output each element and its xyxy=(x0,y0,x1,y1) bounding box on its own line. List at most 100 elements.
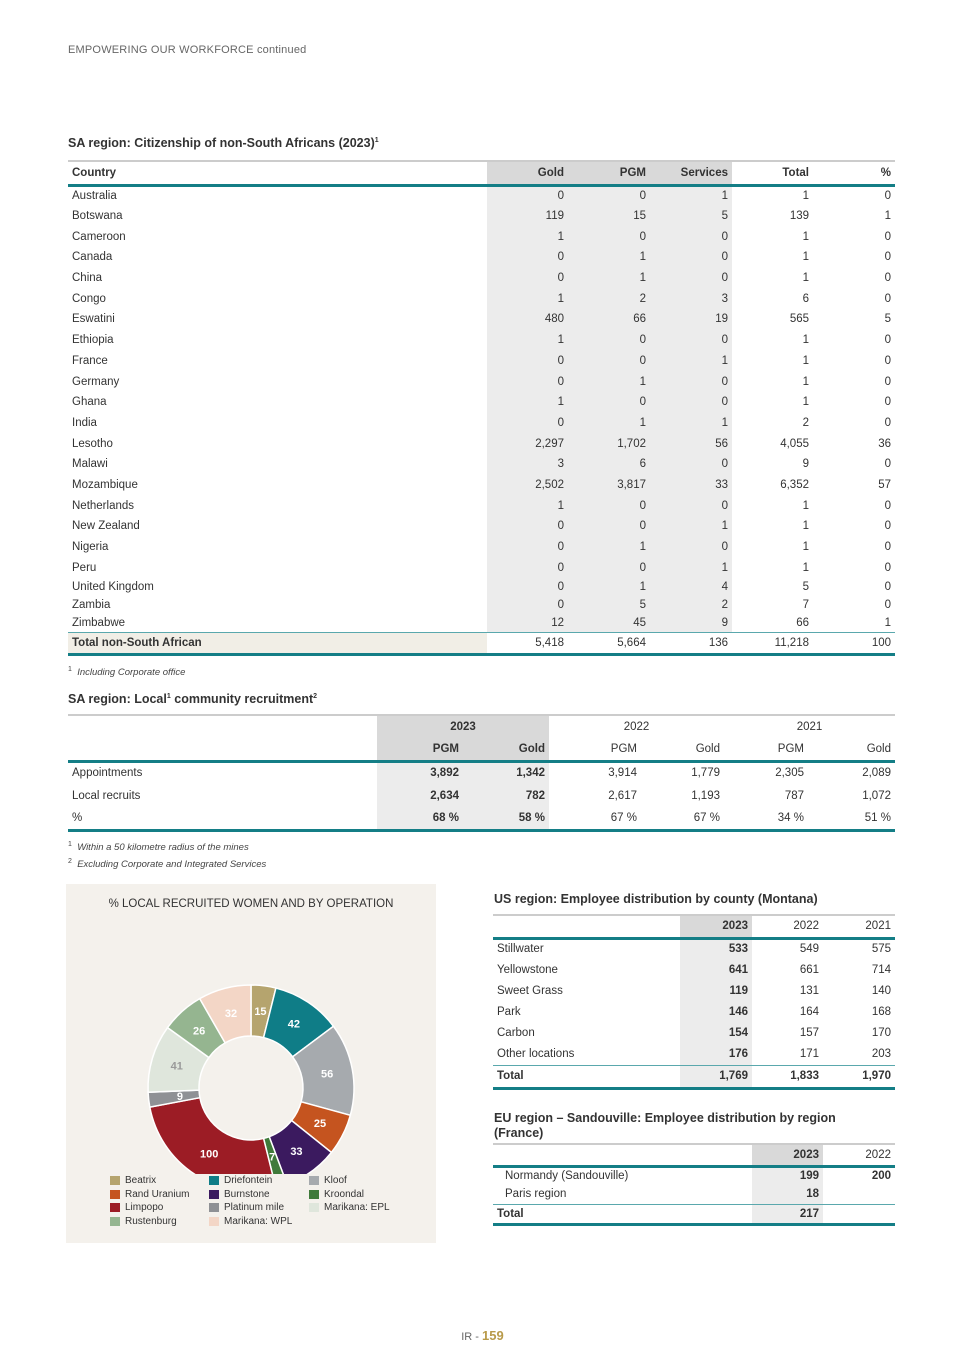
cell-value: 1,342 xyxy=(463,761,549,784)
table-row: Australia 0 0 1 1 0 xyxy=(68,185,895,206)
cell-value: 714 xyxy=(871,963,891,976)
legend-item: Beatrix xyxy=(110,1174,209,1188)
cell-value: 36 xyxy=(878,437,891,450)
cell-value: 2,634 xyxy=(377,784,463,807)
row-label: Normandy (Sandouville) xyxy=(505,1170,629,1183)
legend-item: Kloof xyxy=(309,1174,409,1188)
us-title: US region: Employee distribution by coun… xyxy=(494,892,818,906)
cell-value: 0 xyxy=(650,329,732,351)
cell-value: 575 xyxy=(871,943,891,956)
table-row: Cameroon 1 0 0 1 0 xyxy=(68,226,895,248)
column-header: 2022 xyxy=(793,920,819,933)
total-row: Total non-South African 5,418 5,664 136 11,2… xyxy=(68,632,895,655)
footnote-text: Within a 50 kilometre radius of the mine… xyxy=(77,842,249,854)
country-name: Zambia xyxy=(72,599,111,612)
cell-value: 1 xyxy=(568,578,650,597)
country-name: China xyxy=(72,272,103,285)
total-value: 1,769 xyxy=(680,1065,752,1089)
footnote-num: 2 xyxy=(68,858,72,865)
data-label: 26 xyxy=(193,1025,205,1037)
cell-value: 0 xyxy=(884,230,891,243)
donut-slice-marikana-wpl xyxy=(198,984,252,1044)
cell-value: 1 xyxy=(802,354,809,367)
cell-value: 176 xyxy=(680,1043,752,1066)
cell-value: 0 xyxy=(650,536,732,558)
cell-value: 0 xyxy=(487,516,568,537)
legend-swatch xyxy=(209,1203,219,1213)
cell-value: 1 xyxy=(802,334,809,347)
local-footnote-2: 2 Excluding Corporate and Integrated Ser… xyxy=(68,858,266,870)
donut-slice-burnstone xyxy=(268,1119,333,1174)
cell-value: 0 xyxy=(884,416,891,429)
table-row: Canada 0 1 0 1 0 xyxy=(68,247,895,268)
legend-swatch xyxy=(309,1189,319,1199)
cell-value: 3,914 xyxy=(608,767,637,780)
cell-value: 15 xyxy=(568,205,650,227)
total-label: Total xyxy=(497,1207,524,1220)
cell-value: 1 xyxy=(802,499,809,512)
cell-value: 56 xyxy=(650,433,732,454)
cell-value: 0 xyxy=(650,226,732,248)
total-row: Total 217 xyxy=(493,1204,895,1224)
legend-item: Rustenburg xyxy=(110,1215,209,1229)
table-row: Zambia 0 5 2 7 0 xyxy=(68,596,895,615)
data-label: 7 xyxy=(269,1151,275,1163)
legend-item: Marikana: WPL xyxy=(209,1215,309,1229)
row-label: Sweet Grass xyxy=(497,984,563,997)
title-text: community recruitment xyxy=(170,692,314,706)
row-label: Paris region xyxy=(505,1188,567,1201)
table-row: United Kingdom 0 1 4 5 0 xyxy=(68,578,895,597)
cell-value: 9 xyxy=(802,458,809,471)
country-name: Lesotho xyxy=(72,437,113,450)
donut-chart: 15 42 56 25 33 7 100 9 41 26 32 xyxy=(147,984,355,1174)
cell-value: 2 xyxy=(802,416,809,429)
cell-value: 0 xyxy=(568,557,650,579)
country-name: Malawi xyxy=(72,458,108,471)
cell-value: 1 xyxy=(487,495,568,516)
cell-value: 12 xyxy=(487,614,568,633)
table-row: Sweet Grass 119 131 140 xyxy=(493,980,895,1002)
cell-value: 0 xyxy=(884,599,891,612)
row-label: % xyxy=(72,811,83,824)
cell-value: 0 xyxy=(650,495,732,516)
column-header: Total xyxy=(782,166,809,179)
column-header: % xyxy=(880,166,891,179)
us-employee-table: 2023 2022 2021 Stillwater 533 549 575 Yellowst… xyxy=(493,914,895,1090)
cell-value: 0 xyxy=(884,581,891,594)
country-name: Netherlands xyxy=(72,499,135,512)
legend-item: Rand Uranium xyxy=(110,1188,209,1202)
cell-value: 1 xyxy=(487,329,568,351)
cell-value: 0 xyxy=(884,354,891,367)
column-header: PGM xyxy=(777,742,804,755)
data-label: 15 xyxy=(254,1006,266,1018)
table-row: Malawi 3 6 0 9 0 xyxy=(68,453,895,475)
legend-label: Limpopo xyxy=(125,1202,164,1214)
cell-value: 1 xyxy=(568,267,650,289)
cell-value: 1 xyxy=(802,272,809,285)
cell-value: 782 xyxy=(463,784,549,807)
legend-label: Kroondal xyxy=(324,1188,365,1200)
cell-value: 57 xyxy=(878,478,891,491)
cell-value: 0 xyxy=(650,391,732,413)
table-row: China 0 1 0 1 0 xyxy=(68,267,895,289)
column-header: Gold xyxy=(487,161,568,185)
cell-value: 1 xyxy=(802,396,809,409)
cell-value: 661 xyxy=(799,963,819,976)
column-header: 2021 xyxy=(865,920,891,933)
cell-value: 1 xyxy=(568,412,650,434)
cell-value: 5 xyxy=(884,313,891,326)
donut-chart-panel: % LOCAL RECRUITED WOMEN AND BY OPERATION… xyxy=(66,884,436,1243)
cell-value: 0 xyxy=(884,396,891,409)
cell-value: 2,297 xyxy=(487,433,568,454)
blank-header xyxy=(68,738,377,761)
cell-value: 1,193 xyxy=(691,789,720,802)
cell-value: 2,617 xyxy=(608,789,637,802)
cell-value: 131 xyxy=(799,984,819,997)
cell-value: 0 xyxy=(568,329,650,351)
local-title: SA region: Local1 community recruitment2 xyxy=(68,692,317,706)
cell-value: 5 xyxy=(650,205,732,227)
row-label: Appointments xyxy=(72,767,143,780)
cell-value: 67 % xyxy=(693,811,720,824)
page-number: IR - 159 xyxy=(0,1328,965,1343)
cell-value: 0 xyxy=(487,371,568,392)
